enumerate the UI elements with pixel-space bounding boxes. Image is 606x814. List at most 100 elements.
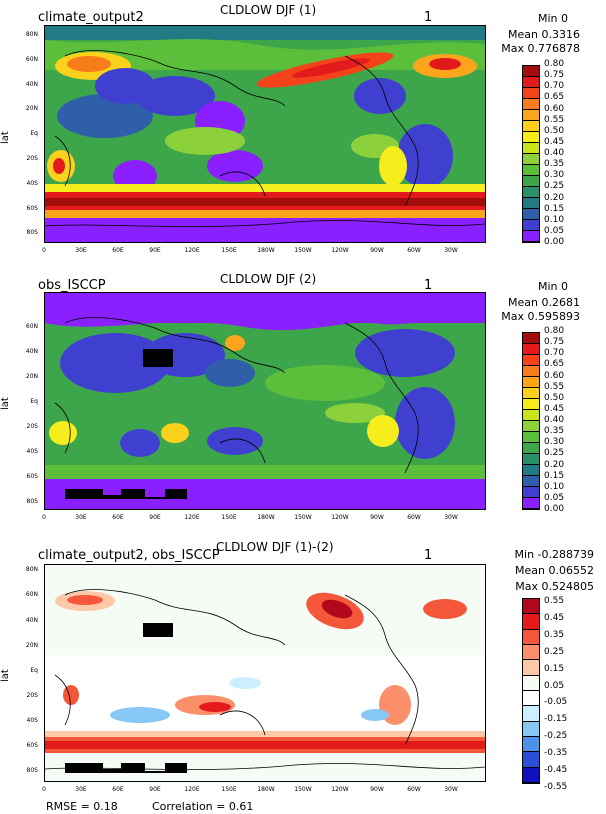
colorbar-tick-label: 0.75 — [544, 337, 565, 348]
colorbar-swatch — [523, 121, 539, 132]
colorbar-swatch — [523, 706, 539, 722]
colorbar-tick-label: 0.45 — [544, 612, 565, 623]
colorbar-tick-label: 0.70 — [544, 81, 565, 92]
lon-tick-label: 90W — [370, 247, 384, 254]
lon-tick-label: 0 — [42, 247, 46, 254]
panel-index-label: 1 — [424, 278, 433, 293]
panel-model: CLDLOW DJF (1) climate_output2 1 Min 0 M… — [0, 0, 606, 270]
colorbar-tick-label: 0.10 — [544, 481, 565, 492]
lat-tick-label: 40S — [26, 717, 38, 724]
colorbar-tick-label: 0.70 — [544, 348, 565, 359]
colorbar-tick-label: 0.30 — [544, 437, 565, 448]
colorbar-tick-label: -0.05 — [544, 697, 568, 708]
colorbar-tick-label: -0.25 — [544, 731, 568, 742]
colorbar-tick-label: 0.55 — [544, 596, 565, 606]
lon-tick-label: 30E — [75, 514, 87, 521]
contour-map — [45, 26, 485, 242]
lat-tick-label: Eq — [30, 667, 38, 674]
colorbar-swatch — [523, 88, 539, 99]
stat-mean: Mean 0.2681 — [508, 296, 580, 309]
lat-tick-label: 40N — [25, 617, 38, 624]
colorbar-swatch — [523, 176, 539, 187]
lat-tick-label: 60N — [25, 591, 38, 598]
lon-tick-label: 150W — [294, 514, 312, 521]
colorbar-swatch — [523, 454, 539, 465]
colorbar-tick-label: 0.55 — [544, 381, 565, 392]
colorbar-tick-label: 0.45 — [544, 136, 565, 147]
contour-map — [45, 565, 485, 781]
colorbar-tick-label: 0.05 — [544, 680, 565, 691]
colorbar-swatch — [523, 198, 539, 209]
colorbar-swatch — [523, 209, 539, 220]
correlation-label: Correlation = 0.61 — [152, 800, 254, 813]
lat-tick-label: 60S — [26, 205, 38, 212]
lat-tick-label: 20N — [25, 105, 38, 112]
colorbar-tick-label: 0.40 — [544, 415, 565, 425]
rmse-label: RMSE = 0.18 — [46, 800, 118, 813]
colorbar-swatch — [523, 614, 539, 630]
lat-tick-label: 20S — [26, 423, 38, 430]
colorbar-tick-label: 0.20 — [544, 192, 565, 203]
lat-tick-label: 40S — [26, 448, 38, 455]
lat-tick-label: Eq — [30, 398, 38, 405]
lon-tick-label: 60W — [407, 514, 421, 521]
colorbar-swatch — [523, 399, 539, 410]
colorbar-swatch — [523, 154, 539, 165]
colorbar-swatch — [523, 675, 539, 691]
lon-tick-label: 60E — [112, 786, 124, 793]
lon-tick-label: 30W — [444, 786, 458, 793]
colorbar-tick-label: 0.80 — [544, 326, 565, 336]
panel-dataset-name: obs_ISCCP — [38, 278, 106, 293]
colorbar-tick-label: 0.60 — [544, 103, 565, 114]
colorbar-swatch — [523, 767, 539, 783]
stat-max: Max 0.776878 — [501, 42, 580, 55]
stat-min: Min 0 — [537, 12, 568, 25]
colorbar-swatch — [523, 432, 539, 443]
colorbar-swatch — [523, 599, 539, 615]
stat-mean: Mean 0.3316 — [508, 28, 580, 41]
colorbar-tick-label: 0.65 — [544, 92, 565, 103]
colorbar-tick-label: -0.15 — [544, 714, 568, 725]
colorbar-swatch — [523, 220, 539, 231]
colorbar-swatch — [523, 344, 539, 355]
lon-tick-label: 90W — [370, 786, 384, 793]
lon-tick-label: 150E — [221, 786, 237, 793]
lon-tick-label: 90E — [149, 247, 161, 254]
contour-map — [45, 293, 485, 509]
colorbar-tick-label: 0.35 — [544, 159, 565, 170]
panel-index-label: 1 — [424, 10, 433, 25]
colorbar-tick-label: -0.45 — [544, 765, 568, 776]
lat-tick-label: 40N — [25, 348, 38, 355]
colorbar-tick-label: 0.20 — [544, 459, 565, 470]
lat-tick-label: 20N — [25, 373, 38, 380]
colorbar-tick-label: 0.75 — [544, 70, 565, 81]
colorbar-swatch — [523, 629, 539, 645]
colorbar-swatch — [523, 487, 539, 498]
panel-title: CLDLOW DJF (1) — [220, 3, 317, 17]
lon-tick-label: 60E — [112, 514, 124, 521]
lat-tick-label: Eq — [30, 130, 38, 137]
colorbar-swatch — [523, 333, 539, 344]
colorbar — [522, 65, 540, 243]
stat-max: Max 0.524805 — [515, 580, 594, 593]
lon-tick-label: 0 — [42, 786, 46, 793]
lon-tick-label: 120W — [331, 247, 349, 254]
lon-tick-label: 30E — [75, 786, 87, 793]
lat-tick-label: 20N — [25, 642, 38, 649]
colorbar-swatch — [523, 421, 539, 432]
panel-dataset-name: climate_output2 — [38, 10, 144, 25]
lon-tick-label: 30E — [75, 247, 87, 254]
colorbar-swatch — [523, 366, 539, 377]
map-plot — [44, 292, 486, 510]
colorbar-swatch — [523, 443, 539, 454]
lon-tick-label: 90E — [149, 514, 161, 521]
lat-tick-label: 80S — [26, 229, 38, 236]
colorbar — [522, 598, 540, 784]
map-plot — [44, 564, 486, 782]
colorbar-tick-label: 0.05 — [544, 225, 565, 236]
colorbar-swatch — [523, 231, 539, 242]
colorbar-tick-label: 0.65 — [544, 359, 565, 370]
lon-tick-label: 30W — [444, 247, 458, 254]
colorbar-tick-label: 0.60 — [544, 370, 565, 381]
colorbar-tick-label: 0.10 — [544, 214, 565, 225]
